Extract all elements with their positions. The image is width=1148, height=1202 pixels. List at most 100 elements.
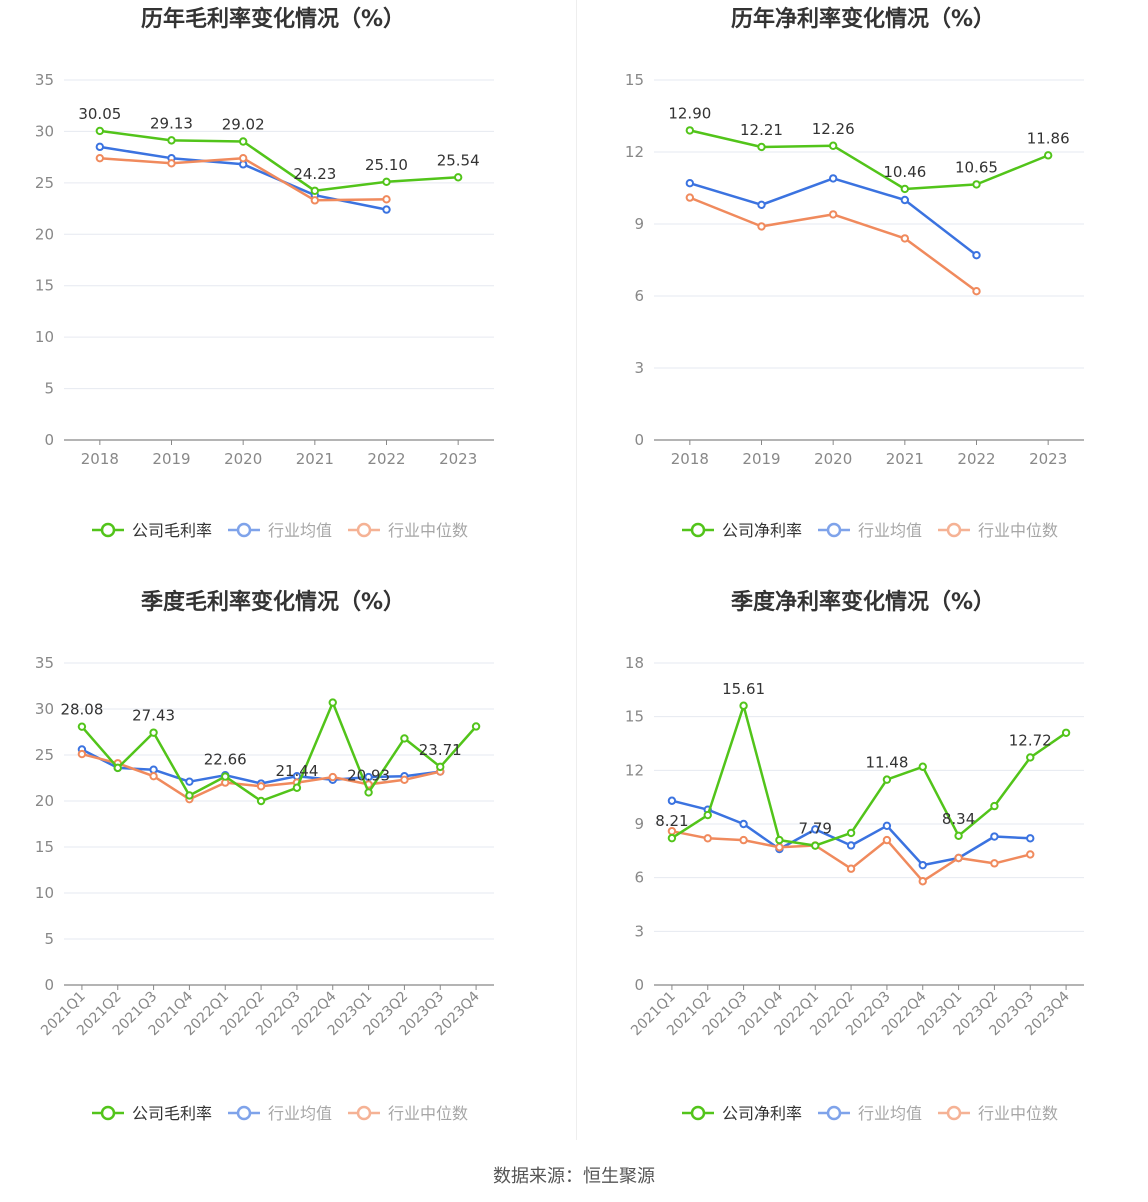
legend-swatch-marker: [690, 1105, 706, 1121]
data-point: [846, 828, 856, 838]
legend-item: 行业中位数: [938, 521, 1058, 540]
legend-swatch-marker: [236, 1105, 252, 1121]
data-point: [828, 141, 838, 150]
data-point: [739, 701, 748, 710]
y-tick-label: 15: [625, 71, 644, 89]
data-label: 25.10: [365, 156, 408, 174]
data-point: [77, 749, 87, 759]
y-tick-label: 30: [35, 122, 54, 140]
legend-label: 行业中位数: [978, 521, 1058, 540]
data-point: [882, 775, 892, 784]
panel-divider: [576, 0, 577, 1140]
data-point: [328, 772, 337, 782]
x-tick-label: 2020: [814, 450, 852, 468]
data-point: [1043, 151, 1053, 160]
x-tick-label: 2022: [367, 450, 405, 468]
data-point: [972, 180, 981, 189]
data-point: [1026, 753, 1035, 762]
legend-item: 行业中位数: [348, 1104, 468, 1123]
data-point: [882, 835, 892, 845]
data-point: [1026, 834, 1035, 843]
data-point: [990, 832, 999, 841]
y-tick-label: 18: [625, 654, 644, 672]
data-label: 8.21: [655, 812, 688, 830]
data-point: [310, 186, 320, 195]
data-point: [739, 835, 748, 845]
legend-item: 公司净利率: [682, 1104, 802, 1123]
data-point: [167, 159, 176, 168]
annual-gross-margin-chart: 历年毛利率变化情况（%） 0 5 10 15 20 25 30 35 2018 2019 2020 20…: [0, 0, 560, 570]
data-label: 25.54: [437, 151, 480, 169]
data-point: [828, 210, 838, 219]
data-label: 22.66: [204, 751, 247, 769]
data-point: [185, 777, 194, 786]
data-point: [954, 831, 963, 841]
legend-item: 行业均值: [228, 1104, 332, 1123]
data-point: [95, 142, 105, 152]
data-source-note: 数据来源：恒生聚源: [493, 1166, 655, 1187]
x-tick-label: 2021: [296, 450, 334, 468]
data-point: [811, 841, 820, 850]
legend-label: 行业中位数: [388, 1104, 468, 1123]
x-tick-label: 2021: [886, 450, 924, 468]
legend-item: 公司毛利率: [92, 1104, 212, 1123]
chart-title: 季度净利率变化情况（%）: [731, 589, 995, 615]
data-point: [149, 728, 158, 737]
x-tick-label: 2023: [439, 450, 477, 468]
y-tick-label: 30: [35, 700, 54, 718]
y-tick-label: 35: [35, 654, 54, 672]
legend-item: 行业中位数: [348, 521, 468, 540]
legend-item: 公司净利率: [682, 521, 802, 540]
data-point: [256, 782, 266, 791]
data-point: [882, 821, 892, 830]
x-tick-label: 2018: [671, 450, 709, 468]
data-point: [775, 843, 784, 852]
data-label: 29.02: [222, 116, 265, 134]
legend-swatch-marker: [356, 522, 372, 538]
y-tick-label: 15: [625, 708, 644, 726]
data-label: 28.08: [60, 701, 103, 719]
data-point: [364, 788, 373, 797]
data-point: [382, 177, 391, 187]
data-point: [1026, 850, 1035, 859]
chart-title: 历年毛利率变化情况（%）: [141, 6, 405, 32]
data-point: [667, 796, 677, 805]
y-tick-label: 0: [634, 976, 644, 994]
data-point: [238, 153, 248, 163]
data-label: 12.72: [1009, 731, 1052, 749]
y-tick-label: 5: [44, 380, 54, 398]
chart-title: 季度毛利率变化情况（%）: [141, 589, 405, 615]
data-label: 29.13: [150, 114, 193, 132]
legend-item: 行业均值: [228, 521, 332, 540]
y-tick-label: 9: [634, 215, 644, 233]
y-tick-label: 20: [35, 792, 54, 810]
chart-title: 历年净利率变化情况（%）: [731, 6, 995, 32]
data-point: [739, 819, 748, 829]
data-label: 10.65: [955, 158, 998, 176]
x-tick-label: 2020: [224, 450, 262, 468]
y-tick-label: 9: [634, 815, 644, 833]
data-label: 15.61: [722, 680, 765, 698]
legend-swatch-marker: [826, 1105, 842, 1121]
data-label: 24.23: [293, 165, 336, 183]
quarterly-net-margin-svg: 季度净利率变化情况（%）03691215182021Q12021Q22021Q3…: [625, 589, 1084, 1123]
series-line: [671, 704, 1067, 847]
quarterly-gross-margin-chart: 季度毛利率变化情况（%） 0 5 10 15 20 25 30 35 2021Q1 2021Q2 20…: [0, 583, 560, 1153]
y-tick-label: 0: [44, 976, 54, 994]
legend-swatch-marker: [100, 1105, 116, 1121]
legend-swatch-marker: [690, 522, 706, 538]
data-point: [238, 137, 248, 146]
y-tick-label: 12: [625, 143, 644, 161]
y-tick-label: 35: [35, 71, 54, 89]
legend-label: 行业均值: [858, 1104, 922, 1123]
data-point: [685, 193, 695, 202]
series-line: [99, 129, 459, 193]
x-tick-label: 2019: [742, 450, 780, 468]
series-line: [671, 829, 1031, 883]
data-label: 11.48: [865, 754, 908, 772]
data-point: [757, 200, 766, 210]
legend-label: 行业中位数: [978, 1104, 1058, 1123]
y-tick-label: 15: [35, 277, 54, 295]
data-point: [954, 853, 963, 863]
data-point: [471, 722, 481, 731]
